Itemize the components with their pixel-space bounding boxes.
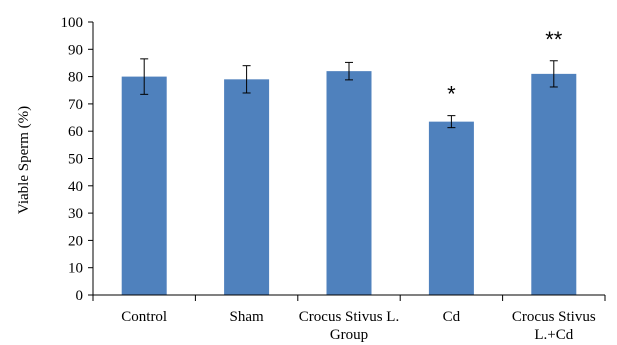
y-axis: 0 10 20 30 40 50 60 70 80 90 100 bbox=[61, 15, 94, 304]
y-tick-label: 80 bbox=[68, 70, 83, 86]
y-tick-label: 90 bbox=[68, 42, 83, 58]
y-tick-label: 60 bbox=[68, 124, 83, 140]
y-tick-label: 30 bbox=[68, 206, 83, 222]
x-category-label: L.+Cd bbox=[534, 327, 573, 343]
y-tick-label: 70 bbox=[68, 97, 83, 113]
y-tick-label: 0 bbox=[76, 288, 84, 304]
bar bbox=[327, 71, 372, 295]
y-tick-label: 100 bbox=[61, 15, 84, 31]
significance-marker: ** bbox=[545, 27, 563, 52]
y-tick-label: 50 bbox=[68, 152, 83, 168]
x-axis: Control Sham Crocus Stivus L. Group Cd Crocus… bbox=[93, 295, 605, 343]
bar bbox=[224, 79, 269, 295]
x-category-label: Crocus Stivus bbox=[512, 309, 596, 325]
x-category-label: Sham bbox=[230, 309, 265, 325]
significance-marker: * bbox=[447, 82, 456, 107]
x-category-label: Control bbox=[121, 309, 167, 325]
y-axis-title: Viable Sperm (%) bbox=[16, 106, 32, 214]
x-category-label: Cd bbox=[443, 309, 461, 325]
bars-group bbox=[122, 71, 577, 295]
bar bbox=[429, 122, 474, 295]
x-category-label: Crocus Stivus L. bbox=[299, 309, 399, 325]
bar bbox=[122, 77, 167, 295]
y-tick-label: 10 bbox=[68, 261, 83, 277]
y-tick-label: 20 bbox=[68, 233, 83, 249]
bar bbox=[531, 74, 576, 295]
x-category-label: Group bbox=[330, 327, 368, 343]
y-tick-label: 40 bbox=[68, 179, 83, 195]
